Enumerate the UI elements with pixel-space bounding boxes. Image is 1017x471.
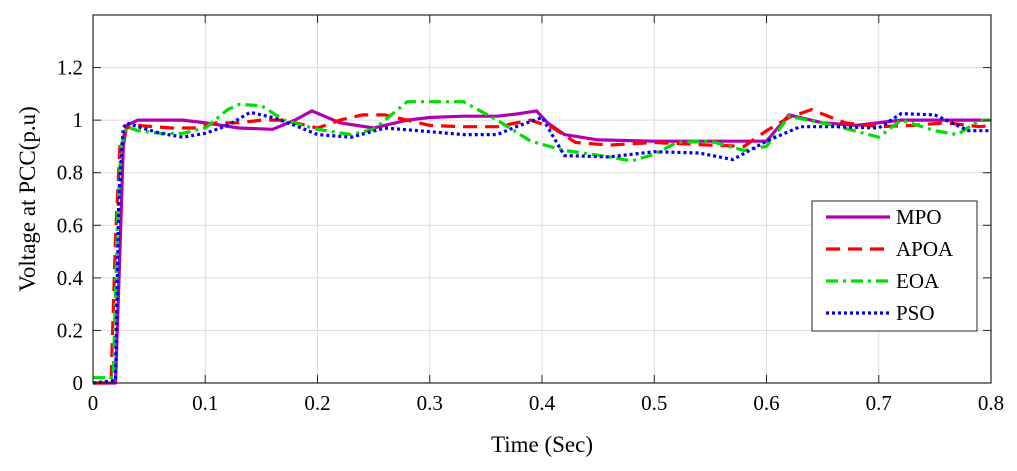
y-tick-label: 0.2 <box>57 318 83 342</box>
x-tick-label: 0.1 <box>192 391 218 415</box>
legend-label-apoa: APOA <box>896 237 954 261</box>
legend-label-pso: PSO <box>896 301 935 325</box>
legend-label-eoa: EOA <box>896 269 940 293</box>
x-tick-label: 0.5 <box>641 391 667 415</box>
y-tick-label: 0.6 <box>57 213 83 237</box>
legend-label-mpo: MPO <box>896 205 942 229</box>
series-line-pso <box>92 110 991 385</box>
x-tick-label: 0.6 <box>753 391 779 415</box>
y-axis-label: Voltage at PCC(p.u) <box>15 106 40 291</box>
y-tick-label: 1.2 <box>57 56 83 80</box>
series-line-eoa <box>93 100 991 380</box>
x-tick-label: 0.7 <box>866 391 892 415</box>
series-line-mpo <box>93 109 991 385</box>
y-tick-label: 0 <box>73 371 84 395</box>
y-tick-label: 1 <box>73 108 84 132</box>
x-axis-label: Time (Sec) <box>491 432 593 457</box>
y-tick-label: 0.8 <box>57 161 83 185</box>
series-group <box>92 100 992 385</box>
x-tick-label: 0 <box>88 391 99 415</box>
ticks: 0 0.1 0.2 0.3 0.4 0.5 0.6 0.7 0.8 0 0.2 0.4 0.6 0.8 1 1… <box>57 15 1004 415</box>
series-line-apoa <box>93 107 992 385</box>
x-tick-label: 0.4 <box>529 391 556 415</box>
x-tick-label: 0.8 <box>978 391 1004 415</box>
x-tick-label: 0.3 <box>417 391 443 415</box>
legend: MPO APOA EOA PSO <box>811 200 978 332</box>
y-tick-label: 0.4 <box>57 266 84 290</box>
legend-box <box>811 200 978 332</box>
x-tick-label: 0.2 <box>304 391 330 415</box>
